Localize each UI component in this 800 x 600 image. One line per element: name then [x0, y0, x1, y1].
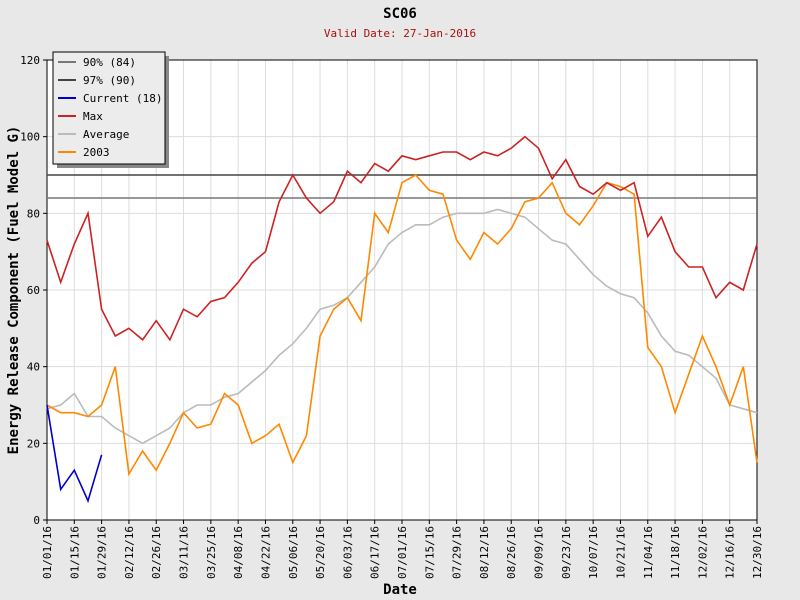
x-tick-label: 02/12/16 — [123, 526, 136, 579]
x-tick-label: 07/01/16 — [396, 526, 409, 579]
legend-label: 97% (90) — [83, 74, 136, 87]
series-line — [46, 208, 758, 445]
legend-label: 2003 — [83, 146, 110, 159]
x-tick-label: 07/29/16 — [451, 526, 464, 579]
x-tick-label: 03/11/16 — [178, 526, 191, 579]
y-axis-label: Energy Release Component (Fuel Model G) — [6, 126, 22, 455]
x-tick-label: 12/30/16 — [751, 526, 764, 579]
series-line — [46, 135, 758, 342]
legend-label: 90% (84) — [83, 56, 136, 69]
x-tick-label: 09/23/16 — [560, 526, 573, 579]
x-tick-label: 01/29/16 — [96, 526, 109, 579]
x-tick-label: 10/21/16 — [614, 526, 627, 579]
series-line — [46, 173, 758, 477]
legend-box — [52, 51, 166, 165]
x-tick-label: 08/12/16 — [478, 526, 491, 579]
x-tick-label: 05/20/16 — [314, 526, 327, 579]
y-tick-label: 80 — [27, 207, 40, 220]
x-axis-label: Date — [383, 582, 417, 598]
legend-label: Max — [83, 110, 103, 123]
chart-title: SC06 — [383, 6, 417, 22]
x-tick-label: 11/18/16 — [669, 526, 682, 579]
y-tick-label: 20 — [27, 437, 40, 450]
y-tick-label: 40 — [27, 361, 40, 374]
x-tick-label: 04/08/16 — [232, 526, 245, 579]
x-tick-label: 02/26/16 — [150, 526, 163, 579]
x-tick-label: 12/16/16 — [724, 526, 737, 579]
x-tick-label: 04/22/16 — [259, 526, 272, 579]
x-tick-label: 06/17/16 — [369, 526, 382, 579]
chart-subtitle: Valid Date: 27-Jan-2016 — [324, 27, 476, 40]
x-tick-label: 06/03/16 — [341, 526, 354, 579]
x-tick-label: 01/15/16 — [68, 526, 81, 579]
legend-label: Average — [83, 128, 129, 141]
x-tick-label: 03/25/16 — [205, 526, 218, 579]
x-tick-label: 11/04/16 — [642, 526, 655, 579]
x-tick-label: 08/26/16 — [505, 526, 518, 579]
series-line — [46, 404, 103, 504]
legend-label: Current (18) — [83, 92, 162, 105]
y-tick-label: 60 — [27, 284, 40, 297]
x-tick-label: 12/02/16 — [696, 526, 709, 579]
plot-frame — [46, 59, 758, 521]
x-tick-label: 10/07/16 — [587, 526, 600, 579]
y-tick-label: 120 — [20, 54, 40, 67]
x-tick-label: 01/01/16 — [41, 526, 54, 579]
x-tick-label: 05/06/16 — [287, 526, 300, 579]
x-tick-label: 07/15/16 — [423, 526, 436, 579]
x-tick-label: 09/09/16 — [533, 526, 546, 579]
y-tick-label: 0 — [33, 514, 40, 527]
y-tick-label: 100 — [20, 131, 40, 144]
